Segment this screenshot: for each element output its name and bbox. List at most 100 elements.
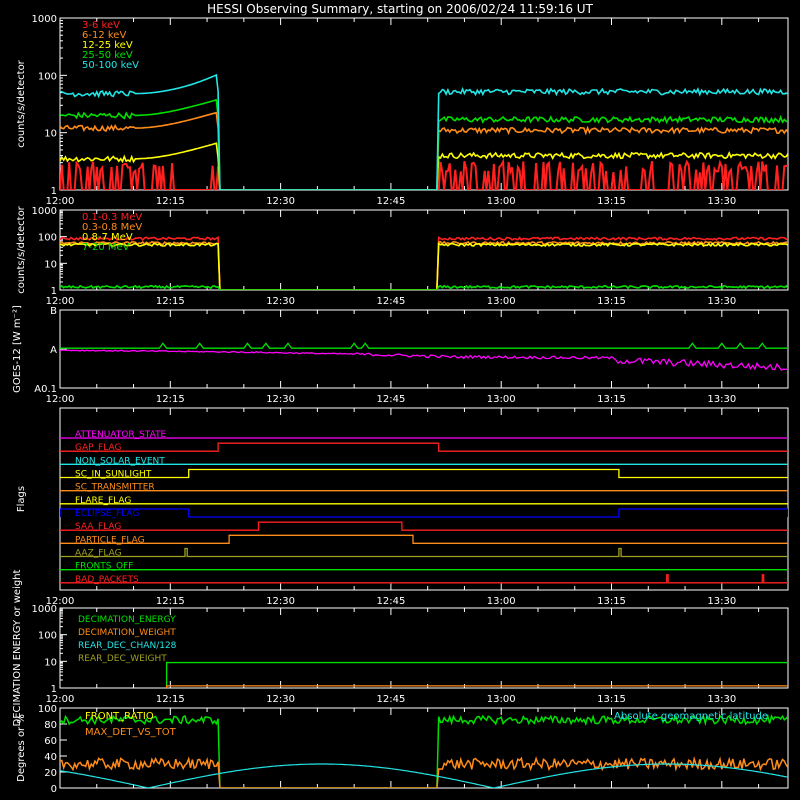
panel-ratio: 0 20 40 60 80 100 Degrees or % FRONT_RATIO MAX_D… bbox=[16, 704, 789, 795]
y-tick-label: A bbox=[50, 345, 57, 356]
y-axis-label: counts/s/detector bbox=[16, 205, 27, 293]
x-tick-label: 12:45 bbox=[376, 296, 405, 307]
x-tick-label: 12:45 bbox=[376, 394, 405, 405]
x-tick-label: 13:30 bbox=[707, 694, 736, 705]
series-line-0 bbox=[165, 661, 788, 688]
series-line-1 bbox=[60, 111, 788, 190]
axes-frame-flags bbox=[59, 407, 789, 591]
x-tick-label: 13:15 bbox=[597, 596, 626, 607]
panel-decimation: 12:00 12:15 12:30 12:45 13:00 13:15 13:30 1 10 10… bbox=[12, 569, 789, 726]
series-line-4 bbox=[60, 73, 788, 190]
plot-area-flags bbox=[60, 437, 788, 584]
y-tick-label: 100 bbox=[38, 704, 57, 715]
y-tick-label: 0 bbox=[51, 784, 57, 795]
series-line-0 bbox=[60, 713, 788, 788]
y-axis-label: GOES-12 [W m⁻²] bbox=[12, 305, 23, 393]
x-tick-label: 13:30 bbox=[707, 196, 736, 207]
series-line-goes-short bbox=[60, 349, 788, 372]
y-tick-label: 10 bbox=[44, 259, 57, 270]
x-tick-label: 12:00 bbox=[46, 196, 75, 207]
axes-frame-decimation bbox=[59, 607, 789, 689]
plot-area-decimation bbox=[165, 661, 788, 688]
flag-label: FLARE_FLAG bbox=[75, 496, 131, 506]
x-tick-label: 12:30 bbox=[266, 196, 295, 207]
legend-entry: Absolute geomagnetic latitude bbox=[614, 711, 768, 722]
panel-lo_energy: 12:00 12:15 12:30 12:45 13:00 13:15 13:30 1 10 10… bbox=[16, 14, 789, 207]
y-tick-label: 100 bbox=[38, 631, 57, 642]
legend-entry: 3-6 keV bbox=[82, 20, 120, 31]
y-axis-label: Degrees or % bbox=[16, 714, 27, 782]
flag-line-6 bbox=[60, 508, 788, 518]
x-tick-label: 12:15 bbox=[156, 196, 185, 207]
x-tick-label: 13:15 bbox=[597, 694, 626, 705]
y-axis-label: Flags bbox=[16, 486, 27, 512]
x-tick-label: 12:00 bbox=[46, 394, 75, 405]
series-line-3 bbox=[60, 284, 788, 290]
x-tick-label: 12:15 bbox=[156, 596, 185, 607]
y-axis-label: counts/s/detector bbox=[16, 59, 27, 147]
panel-goes: 12:00 12:15 12:30 12:45 13:00 13:15 13:30 A0.1 A… bbox=[12, 305, 789, 405]
legend-entry: 25-50 keV bbox=[82, 50, 133, 61]
flag-label: PARTICLE_FLAG bbox=[75, 535, 145, 545]
plot-area-ratio bbox=[60, 713, 788, 788]
x-tick-label: 13:30 bbox=[707, 296, 736, 307]
y-tick-label: 60 bbox=[44, 736, 57, 747]
y-tick-label: 1 bbox=[51, 286, 57, 297]
y-tick-label: B bbox=[50, 306, 57, 317]
x-tick-label: 12:15 bbox=[156, 694, 185, 705]
x-tick-label: 12:45 bbox=[376, 596, 405, 607]
legend-entry: 0.8-7 MeV bbox=[82, 232, 133, 243]
flag-label: ECLIPSE_FLAG bbox=[75, 509, 139, 519]
legend-entry: 6-12 keV bbox=[82, 30, 126, 41]
flag-line-11 bbox=[60, 574, 788, 584]
legend-entry: DECIMATION_ENERGY bbox=[78, 615, 176, 625]
x-tick-label: 13:15 bbox=[597, 196, 626, 207]
figure-title: HESSI Observing Summary, starting on 200… bbox=[207, 2, 593, 16]
x-tick-label: 12:45 bbox=[376, 196, 405, 207]
x-tick-label: 13:15 bbox=[597, 296, 626, 307]
flag-label: ATTENUATOR_STATE bbox=[75, 430, 167, 440]
x-tick-label: 13:15 bbox=[597, 394, 626, 405]
x-tick-label: 12:15 bbox=[156, 296, 185, 307]
y-tick-label: 1000 bbox=[32, 14, 57, 25]
flag-label: BAD_PACKETS bbox=[75, 575, 139, 585]
x-tick-label: 12:00 bbox=[46, 296, 75, 307]
flag-line-1 bbox=[60, 442, 788, 452]
flag-label: AAZ_FLAG bbox=[75, 549, 122, 559]
x-tick-label: 13:00 bbox=[487, 394, 516, 405]
x-tick-label: 12:45 bbox=[376, 694, 405, 705]
flag-line-8 bbox=[60, 534, 788, 544]
legend-entry: 0.3-0.8 MeV bbox=[82, 222, 142, 233]
series-line-1 bbox=[60, 755, 788, 788]
x-tick-label: 12:15 bbox=[156, 394, 185, 405]
y-tick-label: 1 bbox=[51, 684, 57, 695]
panel-flags: 12:00 12:15 12:30 12:45 13:00 13:15 13:30 Flags… bbox=[16, 407, 789, 607]
legend-entry: REAR_DEC_WEIGHT bbox=[78, 654, 167, 664]
flag-line-3 bbox=[60, 468, 788, 479]
y-tick-label: 10 bbox=[44, 657, 57, 668]
legend-entry: 7-20 MeV bbox=[82, 242, 130, 253]
legend-entry: REAR_DEC_CHAN/128 bbox=[78, 641, 177, 651]
series-line-2 bbox=[60, 142, 788, 190]
flag-label: SC_IN_SUNLIGHT bbox=[75, 470, 152, 480]
y-tick-label: 40 bbox=[44, 752, 57, 763]
flag-line-9 bbox=[60, 547, 788, 558]
y-tick-label: 10 bbox=[44, 129, 57, 140]
x-tick-label: 12:00 bbox=[46, 694, 75, 705]
legend-entry: 0.1-0.3 MeV bbox=[82, 212, 142, 223]
legend-entry: DECIMATION_WEIGHT bbox=[78, 628, 176, 638]
x-tick-label: 12:00 bbox=[46, 596, 75, 607]
series-line-3 bbox=[60, 98, 788, 190]
y-tick-label: 1000 bbox=[32, 604, 57, 615]
y-tick-label: 1 bbox=[51, 186, 57, 197]
flag-label: SAA_FLAG bbox=[75, 522, 121, 532]
x-tick-label: 13:00 bbox=[487, 596, 516, 607]
x-tick-label: 12:30 bbox=[266, 694, 295, 705]
series-line-1 bbox=[165, 685, 788, 688]
y-tick-label: 80 bbox=[44, 720, 57, 731]
series-line-0 bbox=[60, 236, 788, 290]
x-tick-label: 12:30 bbox=[266, 596, 295, 607]
x-tick-label: 12:30 bbox=[266, 296, 295, 307]
